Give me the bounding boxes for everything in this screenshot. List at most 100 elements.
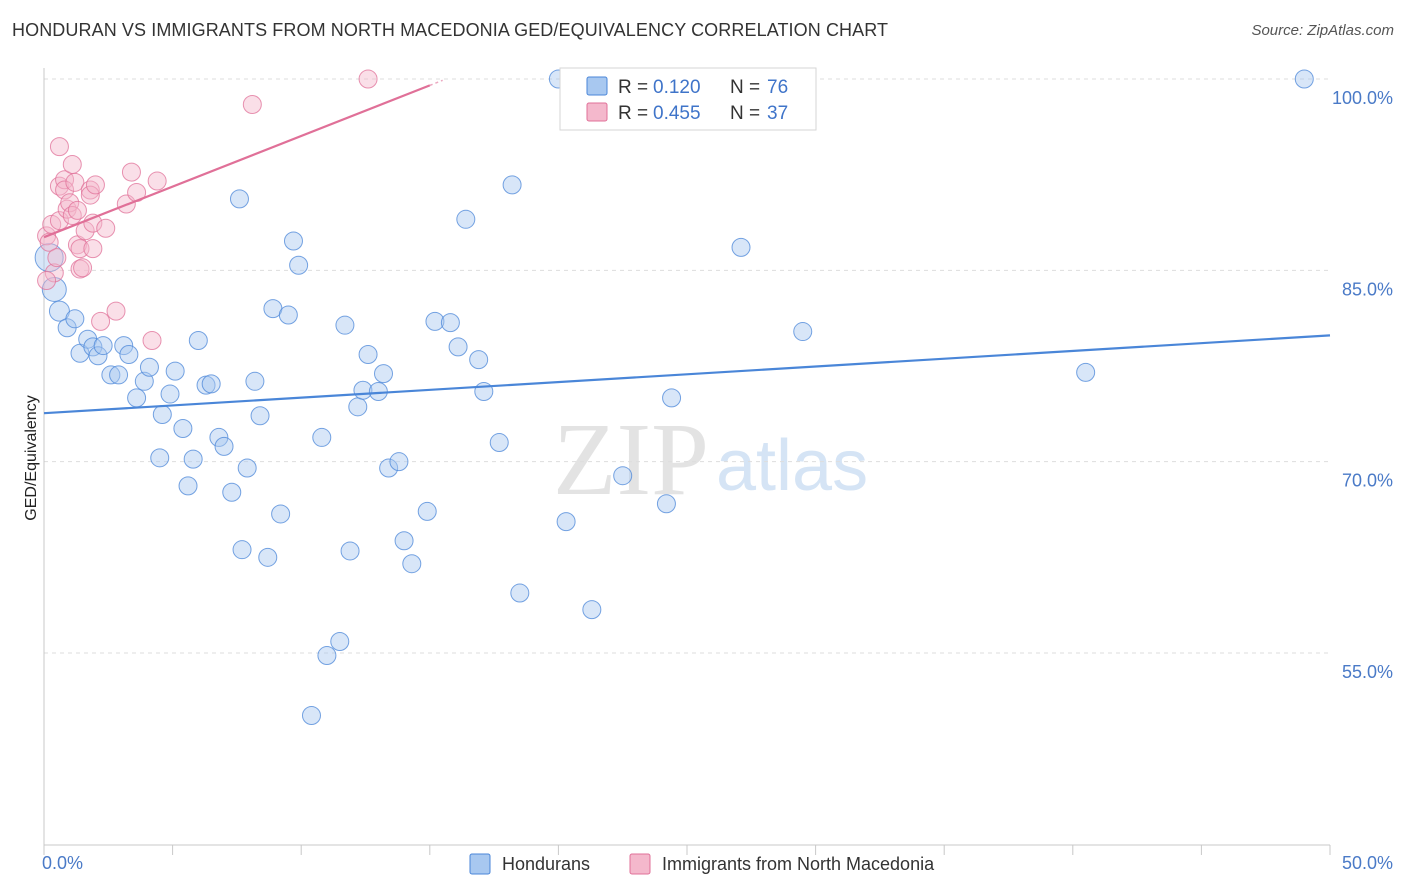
honduran-point [283, 231, 303, 251]
honduran-point [317, 646, 337, 666]
y-axis-title: GED/Equivalency [23, 395, 40, 520]
north-macedonia-point [142, 330, 162, 350]
north-macedonia-point [73, 258, 93, 278]
honduran-point [301, 706, 321, 726]
north-macedonia-point [60, 193, 80, 213]
honduran-point [330, 632, 350, 652]
honduran-point [394, 531, 414, 551]
honduran-point [440, 313, 460, 333]
north-macedonia-point [49, 211, 69, 231]
honduran-point [510, 583, 530, 603]
honduran-point [448, 337, 468, 357]
series-legend-label-north-macedonia: Immigrants from North Macedonia [662, 854, 935, 874]
honduran-point [358, 345, 378, 365]
legend-n-value-hondurans: 76 [767, 77, 788, 98]
honduran-point [271, 504, 291, 524]
honduran-point [379, 458, 399, 478]
north-macedonia-point [91, 311, 111, 331]
honduran-point [229, 189, 249, 209]
honduran-point [188, 330, 208, 350]
north-macedonia-point [62, 154, 82, 174]
honduran-point [582, 600, 602, 620]
hondurans-trendline [43, 334, 1331, 415]
north-macedonia-point [80, 185, 100, 205]
honduran-point [222, 482, 242, 502]
honduran-point [335, 315, 355, 335]
legend-r-label-north-macedonia: R = [618, 103, 648, 124]
honduran-point [793, 322, 813, 342]
legend-swatch-hondurans [586, 76, 608, 96]
north-macedonia-point [44, 263, 64, 283]
north-macedonia-point [65, 172, 85, 192]
honduran-point [250, 406, 270, 426]
honduran-point [289, 255, 309, 275]
y-axis-tick-labels: 55.0% 70.0% 85.0% 100.0% [1332, 88, 1393, 682]
honduran-point [139, 357, 159, 377]
series-legend-swatch-north-macedonia [629, 853, 651, 875]
north-macedonia-point [55, 180, 75, 200]
honduran-point [83, 337, 103, 357]
legend-r-label-hondurans: R = [618, 77, 648, 98]
honduran-point [389, 452, 409, 472]
north-macedonia-trendline [43, 84, 431, 239]
north-macedonia-point [96, 218, 116, 238]
honduran-point [150, 448, 170, 468]
honduran-point [173, 419, 193, 439]
north-macedonia-point [242, 95, 262, 115]
trendlines [43, 79, 1331, 415]
north-macedonia-point [358, 69, 378, 89]
honduran-point [417, 501, 437, 521]
honduran-point [214, 436, 234, 456]
honduran-point [348, 397, 368, 417]
honduran-point [1076, 362, 1096, 382]
honduran-point [119, 345, 139, 365]
honduran-point [101, 365, 121, 385]
honduran-point [232, 540, 252, 560]
honduran-point [134, 371, 154, 391]
north-macedonia-point [85, 175, 105, 195]
honduran-point [258, 547, 278, 567]
north-macedonia-trendline-extension [429, 79, 443, 87]
legend-n-value-north-macedonia: 37 [767, 103, 788, 124]
x-tick-label-max: 50.0% [1342, 853, 1393, 873]
series-legend: Hondurans Immigrants from North Macedoni… [469, 853, 935, 875]
north-macedonia-point [147, 171, 167, 191]
legend-n-label-hondurans: N = [730, 77, 760, 98]
honduran-point [109, 365, 129, 385]
honduran-point [374, 364, 394, 384]
series-legend-label-hondurans: Hondurans [502, 854, 590, 874]
honduran-point [183, 449, 203, 469]
honduran-point [613, 466, 633, 486]
honduran-point [731, 237, 751, 257]
hondurans-points [34, 69, 1314, 726]
y-tick-label: 100.0% [1332, 88, 1393, 108]
legend-r-value-hondurans: 0.120 [653, 77, 701, 98]
y-tick-label: 55.0% [1342, 662, 1393, 682]
honduran-point [556, 512, 576, 532]
honduran-point [425, 311, 445, 331]
y-tick-label: 85.0% [1342, 279, 1393, 299]
honduran-point [160, 384, 180, 404]
honduran-point [127, 388, 147, 408]
north-macedonia-point [83, 239, 103, 259]
series-legend-swatch-hondurans [469, 853, 491, 875]
honduran-point [201, 374, 221, 394]
honduran-point [489, 433, 509, 453]
legend-swatch-north-macedonia [586, 102, 608, 122]
honduran-point [278, 305, 298, 325]
honduran-point [469, 350, 489, 370]
y-tick-label: 70.0% [1342, 471, 1393, 491]
north-macedonia-point [62, 205, 82, 225]
north-macedonia-points [37, 69, 378, 350]
honduran-point [1294, 69, 1314, 89]
honduran-point [456, 209, 476, 229]
stats-legend: R = 0.120 N = 76 R = 0.455 N = 37 [559, 67, 817, 131]
north-macedonia-point [49, 137, 69, 157]
honduran-point [656, 494, 676, 514]
north-macedonia-point [37, 271, 57, 291]
honduran-point [65, 309, 85, 329]
honduran-point [245, 371, 265, 391]
honduran-point [312, 427, 332, 447]
legend-r-value-north-macedonia: 0.455 [653, 103, 701, 124]
north-macedonia-point [49, 176, 69, 196]
